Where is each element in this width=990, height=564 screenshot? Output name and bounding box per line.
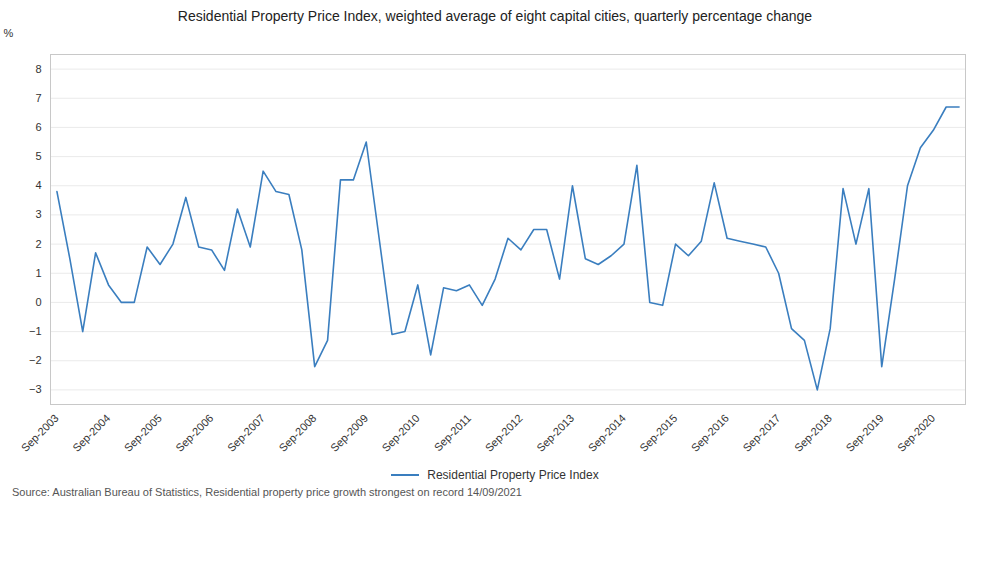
html-text:Residential Property Price Ind: Residential Property Price Index <box>427 468 599 482</box>
svg-text:4: 4 <box>35 179 41 191</box>
svg-text:Sep-2017: Sep-2017 <box>740 412 782 454</box>
svg-text:Sep-2008: Sep-2008 <box>276 412 318 454</box>
svg-text:1: 1 <box>35 267 41 279</box>
svg-text:5: 5 <box>35 150 41 162</box>
html-text:Residential Property Price Ind: Residential Property Price Index, weight… <box>177 8 813 24</box>
svg-text:7: 7 <box>35 92 41 104</box>
svg-text:Sep-2014: Sep-2014 <box>586 412 628 454</box>
svg-text:−2: −2 <box>29 354 42 366</box>
svg-text:Sep-2015: Sep-2015 <box>637 412 679 454</box>
svg-text:Sep-2013: Sep-2013 <box>534 412 576 454</box>
svg-text:Sep-2011: Sep-2011 <box>432 412 474 454</box>
svg-text:Sep-2006: Sep-2006 <box>173 412 215 454</box>
svg-text:−1: −1 <box>29 325 42 337</box>
svg-text:Sep-2007: Sep-2007 <box>225 412 267 454</box>
svg-text:Sep-2016: Sep-2016 <box>689 412 731 454</box>
svg-text:Sep-2009: Sep-2009 <box>328 412 370 454</box>
svg-text:6: 6 <box>35 121 41 133</box>
svg-text:%: % <box>4 27 14 39</box>
svg-text:Sep-2010: Sep-2010 <box>379 412 421 454</box>
svg-text:2: 2 <box>35 238 41 250</box>
svg-text:Sep-2019: Sep-2019 <box>843 412 885 454</box>
html-text:Source: Australian Bureau of S: Source: Australian Bureau of Statistics,… <box>12 486 522 498</box>
svg-text:Sep-2003: Sep-2003 <box>19 412 61 454</box>
svg-text:3: 3 <box>35 208 41 220</box>
svg-text:Sep-2020: Sep-2020 <box>895 412 937 454</box>
svg-text:8: 8 <box>35 63 41 75</box>
svg-text:−3: −3 <box>29 383 42 395</box>
svg-text:Sep-2005: Sep-2005 <box>122 412 164 454</box>
svg-text:Sep-2004: Sep-2004 <box>70 412 112 454</box>
svg-text:Sep-2018: Sep-2018 <box>792 412 834 454</box>
svg-text:0: 0 <box>35 296 41 308</box>
svg-text:Sep-2012: Sep-2012 <box>483 412 525 454</box>
